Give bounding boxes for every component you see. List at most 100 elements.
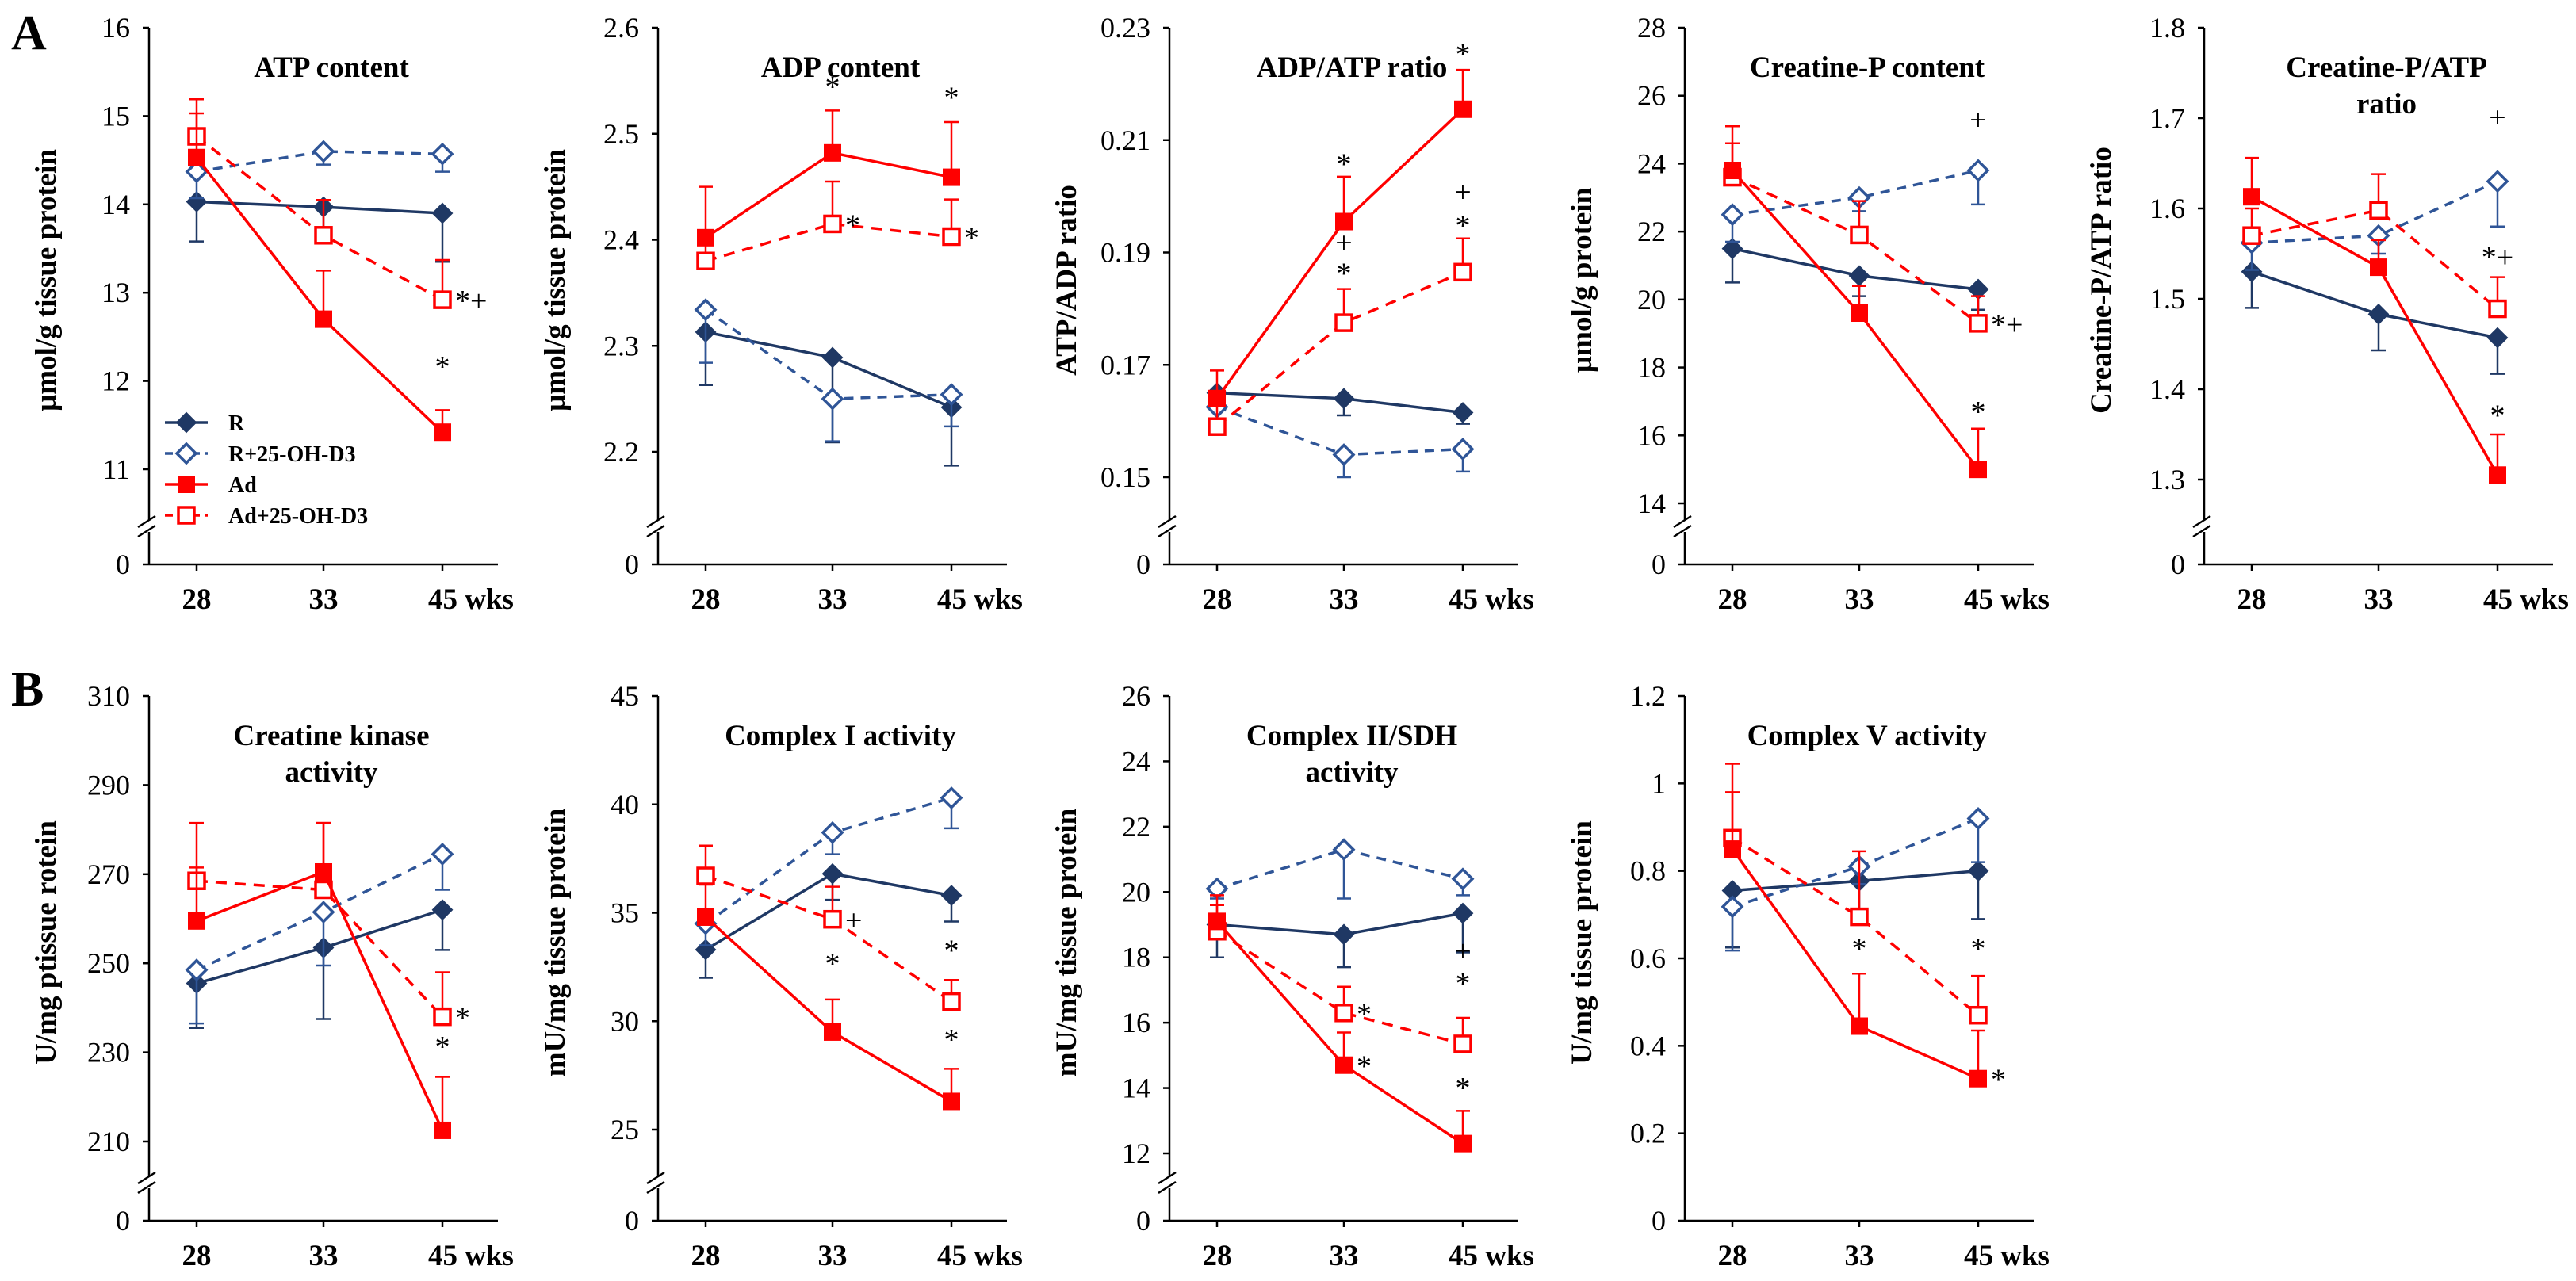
charts: 0 11 12 13 14 15 16 28 33 45 wks ATP content µmol/g… [30,12,2569,1272]
y-tick-label: 12 [1122,1138,1150,1169]
data-point [1851,304,1868,322]
y-axis-label: µmol/g tissue protein [539,149,572,411]
x-tick-label: 33 [1330,1240,1359,1272]
y-tick-label: 0.2 [1630,1118,1666,1149]
y-tick-label: 230 [87,1037,130,1069]
axis-break-mark [1673,524,1692,538]
chart-1: 0 11 12 13 14 15 16 28 33 45 wks ATP content µmol/g… [30,12,514,616]
data-point [2489,466,2506,484]
series-line [195,135,443,301]
x-tick-label: 45 wks [937,583,1023,616]
x-tick-label: 28 [182,1240,212,1272]
chart-title: activity [1305,756,1399,789]
data-point [431,142,454,166]
y-tick-label: 270 [87,858,130,890]
legend-label: R [228,411,245,436]
y-tick-label: 18 [1122,942,1150,973]
x-tick-label: 28 [691,1240,721,1272]
significance-mark: * [435,1031,450,1064]
data-point [2486,170,2509,193]
data-point [696,866,715,885]
data-point [1452,402,1474,423]
y-tick-label: 2.3 [603,330,639,361]
y-tick-label: 1.7 [2149,102,2185,134]
x-tick-label: 28 [691,583,721,616]
data-point [1333,388,1355,410]
y-axis-label: U/mg tissue protein [1566,820,1598,1065]
significance-mark: * [1971,396,1986,429]
axis-break-mark [646,1171,665,1185]
data-point [823,214,842,234]
x-tick-label: 33 [1330,583,1359,616]
data-point [1721,238,1743,259]
y-tick-label: 310 [87,680,130,712]
x-tick-label: 33 [309,583,339,616]
series-ad-25-oh-d3 [1723,142,1988,333]
chart-title: ATP content [254,52,409,84]
significance-mark: * [2490,400,2505,433]
legend-marker [178,476,195,493]
data-point [1848,265,1870,287]
data-point [1724,162,1741,179]
data-point [1454,100,1472,118]
data-point [314,226,333,245]
data-point [2369,201,2388,220]
chart-6: 0 210 230 250 270 290 310 28 33 45 wks Creatine ki… [30,680,514,1272]
data-point [697,908,714,926]
series-r [1206,382,1474,425]
y-tick-label: 0.4 [1630,1030,1666,1061]
y-tick-label: 15 [101,100,130,132]
x-tick-label: 45 wks [428,583,514,616]
y-tick-label: 0.19 [1100,237,1150,269]
x-tick-label: 45 wks [1964,1240,2050,1272]
significance-mark: *+ [1991,308,2023,342]
x-tick-label: 45 wks [1449,583,1534,616]
data-point [433,290,452,309]
chart-title: activity [285,756,378,789]
y-tick-label: 2.5 [603,118,639,150]
y-tick-label: 16 [1122,1007,1150,1038]
data-point [1208,912,1226,931]
y-tick-label: 290 [87,769,130,801]
data-point [2370,258,2387,277]
data-point [824,1023,841,1041]
data-point [431,202,454,224]
data-point [821,820,844,844]
data-point [940,786,963,810]
series-ad [188,112,451,442]
significance-mark: * [1991,1064,2006,1097]
x-tick-label: 28 [1203,583,1232,616]
significance-mark: * [1456,209,1471,243]
series-r-25-oh-d3 [185,140,454,200]
series-ad [1208,894,1472,1153]
legend-marker [174,442,198,465]
significance-mark: * [944,1023,959,1057]
series-line [1215,270,1464,428]
x-tick-label: 33 [818,1240,848,1272]
series-r-25-oh-d3 [2240,170,2509,271]
series-r-25-oh-d3 [694,298,963,442]
significance-mark: * [455,1002,470,1035]
chart-title: Creatine-P/ATP [2286,52,2486,84]
significance-mark: * [1357,1050,1372,1084]
series-line [196,150,443,174]
data-point [1335,1056,1353,1074]
y-axis-label: U/mg ptissue rotein [30,820,63,1065]
series-line [705,222,952,262]
axis-break-mark [646,1180,665,1195]
data-point [1967,860,1989,882]
y-tick-label: 22 [1122,811,1150,843]
series-line [705,874,952,1004]
chart-title: ADP content [761,52,921,84]
panel-label-a: A [11,6,47,60]
axis-break-mark [1158,1180,1177,1195]
data-point [312,140,335,163]
axis-break-mark [1158,1171,1177,1185]
series-ad [188,821,451,1139]
y-tick-label-zero: 0 [625,1205,639,1237]
x-tick-label: 45 wks [937,1240,1023,1272]
y-tick-label-zero: 0 [2171,549,2185,580]
data-point [312,901,335,924]
y-tick-label: 13 [101,277,130,308]
data-point [1969,461,1987,479]
